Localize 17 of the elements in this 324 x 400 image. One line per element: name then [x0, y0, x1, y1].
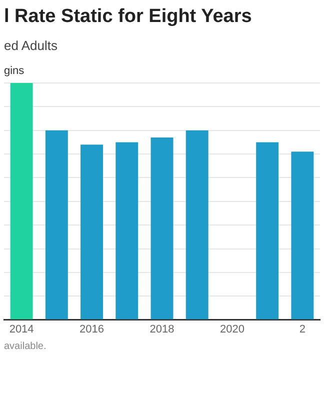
x-tick-label: 2018 — [150, 323, 174, 336]
bar — [10, 83, 33, 320]
bar — [256, 142, 279, 320]
chart-title: l Rate Static for Eight Years — [4, 6, 253, 28]
bar — [150, 137, 174, 320]
x-tick-label: 2 — [299, 323, 306, 336]
bar — [186, 130, 208, 320]
bar — [116, 142, 138, 320]
text: gins — [4, 65, 26, 77]
text: available. — [4, 341, 48, 352]
x-tick-label: 2014 — [9, 323, 34, 336]
bar — [45, 130, 68, 320]
x-tick-label: 2016 — [80, 323, 104, 336]
chart-subtitle: ed Adults — [4, 38, 58, 53]
x-tick-label: 2020 — [220, 323, 244, 336]
bar — [80, 144, 104, 320]
bar — [291, 152, 314, 320]
